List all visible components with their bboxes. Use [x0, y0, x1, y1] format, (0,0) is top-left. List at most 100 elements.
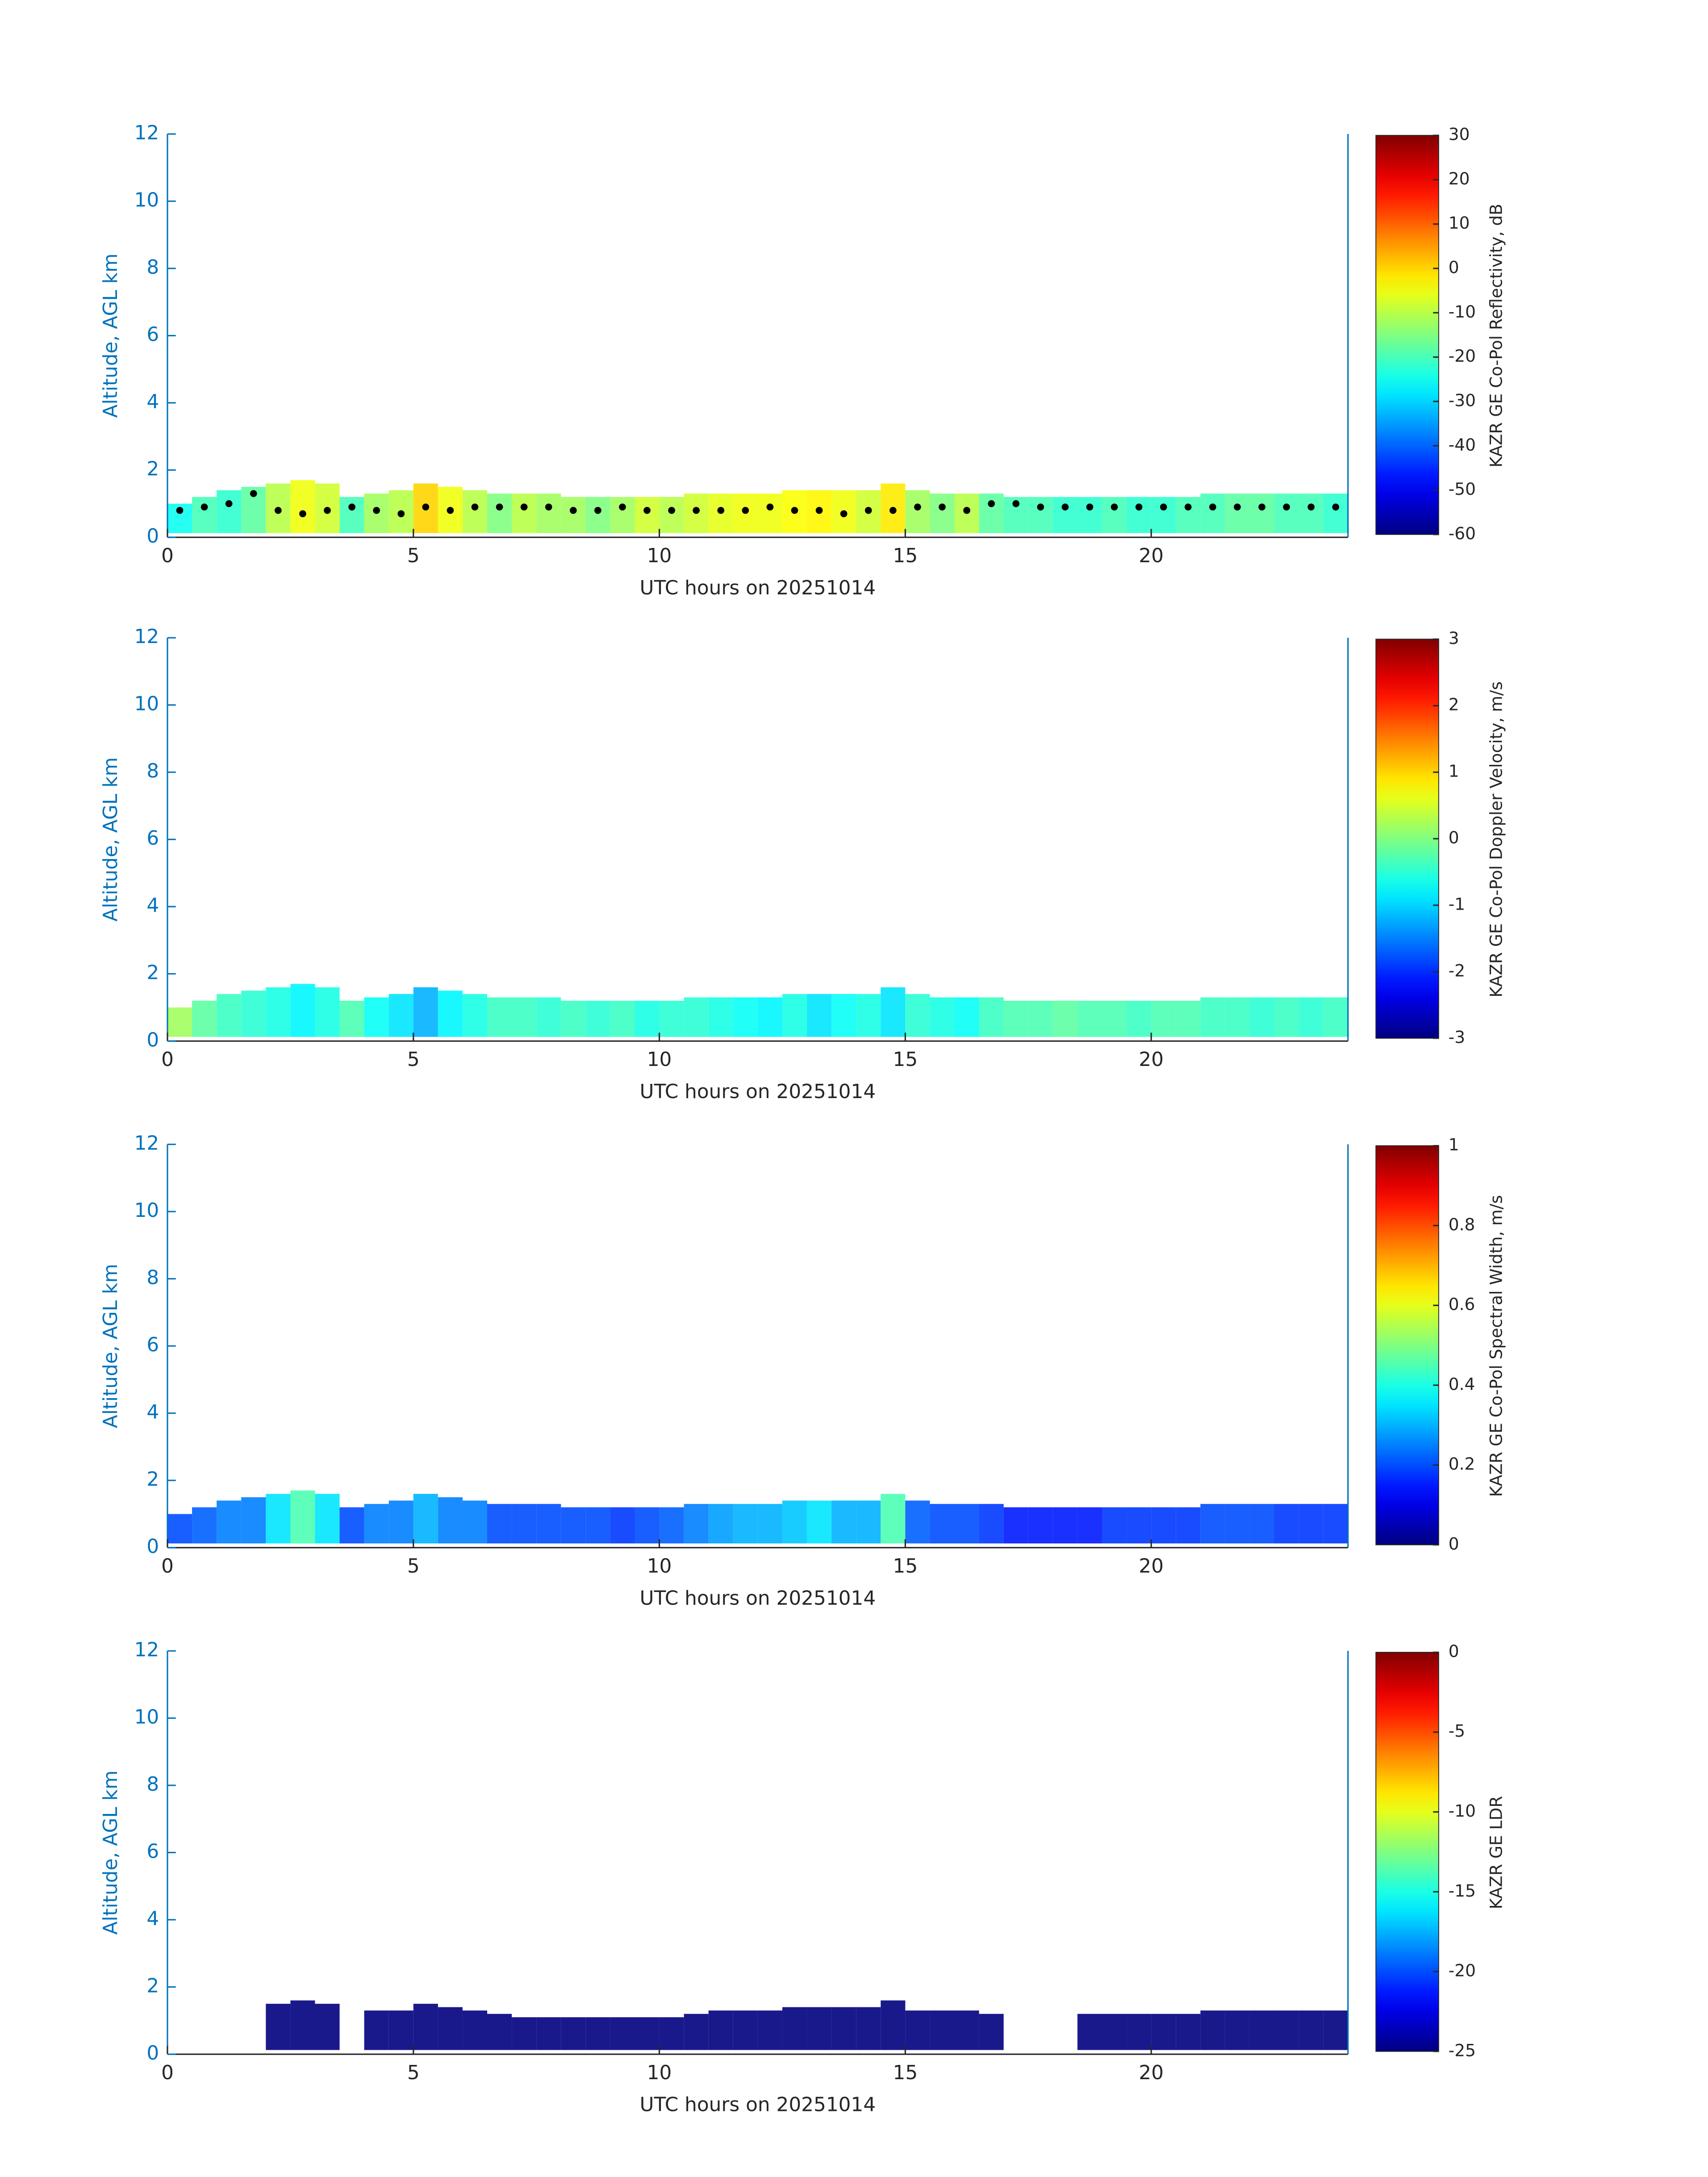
echo-column	[561, 497, 586, 533]
echo-column	[757, 1504, 782, 1544]
echo-column	[561, 2017, 586, 2050]
y-tick-label: 4	[146, 894, 159, 917]
colorbar-tick-label: -10	[1449, 1801, 1476, 1821]
echo-column	[782, 2007, 807, 2050]
colorbar-tick-label: -1	[1449, 894, 1465, 914]
echo-column	[1176, 497, 1201, 533]
y-tick-label: 10	[134, 1705, 159, 1728]
echo-column	[1299, 2010, 1324, 2050]
echo-column	[1274, 997, 1299, 1037]
echo-column	[881, 2000, 906, 2050]
echo-column	[1176, 1000, 1201, 1037]
echo-column	[659, 497, 684, 533]
echo-column	[192, 1507, 217, 1544]
echo-column	[881, 1494, 906, 1544]
echo-column	[1176, 2014, 1201, 2050]
echo-column	[905, 490, 930, 533]
overlay-point	[200, 503, 208, 511]
overlay-point	[447, 507, 454, 514]
y-axis-label: Altitude, AGL km	[99, 1264, 122, 1428]
echo-column	[635, 1000, 660, 1037]
echo-column	[782, 1500, 807, 1544]
echo-column	[807, 994, 832, 1037]
echo-column	[413, 987, 438, 1037]
y-tick-label: 12	[134, 1132, 159, 1155]
overlay-point	[520, 503, 528, 511]
echo-column	[339, 1507, 364, 1544]
overlay-point	[791, 507, 798, 514]
colorbar-tick-label: -15	[1449, 1881, 1476, 1901]
echo-column	[1200, 997, 1225, 1037]
echo-column	[954, 997, 979, 1037]
echo-column	[1299, 493, 1324, 533]
echo-column	[684, 1504, 709, 1544]
overlay-point	[496, 503, 503, 511]
colorbar-tick-label: -40	[1449, 435, 1476, 455]
echo-column	[438, 2007, 463, 2050]
overlay-point	[939, 503, 946, 511]
echo-column	[266, 1494, 291, 1544]
echo-column	[536, 2017, 561, 2050]
echo-column	[266, 987, 291, 1037]
colorbar-tick-label: -5	[1449, 1721, 1465, 1741]
colorbar-tick-label: 0	[1449, 258, 1459, 277]
y-tick-label: 10	[134, 1199, 159, 1222]
echo-column	[1323, 997, 1348, 1037]
echo-column	[856, 1500, 881, 1544]
echo-column	[1151, 497, 1176, 533]
echo-column	[167, 1007, 192, 1037]
echo-column	[1127, 497, 1152, 533]
colorbar	[1375, 639, 1439, 1039]
x-tick-label: 15	[893, 2061, 918, 2084]
echo-column	[708, 1504, 733, 1544]
echo-column	[930, 2010, 955, 2050]
x-tick-label: 0	[161, 1554, 174, 1577]
echo-column	[757, 493, 782, 533]
colorbar-tick-label: 2	[1449, 695, 1459, 715]
colorbar-tick-label: -60	[1449, 523, 1476, 543]
colorbar-tick-label: -30	[1449, 390, 1476, 410]
y-tick-label: 6	[146, 827, 159, 850]
echo-column	[979, 997, 1004, 1037]
echo-column	[1077, 2014, 1102, 2050]
echo-column	[1102, 1000, 1127, 1037]
overlay-point	[717, 507, 725, 514]
echo-column	[635, 2017, 660, 2050]
y-tick-label: 12	[134, 625, 159, 648]
colorbar-tick-label: 0.2	[1449, 1454, 1475, 1474]
colorbar	[1375, 135, 1439, 535]
x-tick-label: 20	[1139, 1554, 1164, 1577]
overlay-point	[815, 507, 823, 514]
colorbar-tick-label: 0	[1449, 1642, 1459, 1661]
colorbar-tick-label: 3	[1449, 628, 1459, 648]
echo-column	[708, 2010, 733, 2050]
x-tick-label: 20	[1139, 544, 1164, 567]
echo-column	[905, 2010, 930, 2050]
x-tick-label: 15	[893, 1048, 918, 1071]
echo-column	[266, 2004, 291, 2050]
overlay-point	[1012, 500, 1020, 507]
echo-column	[930, 997, 955, 1037]
x-tick-label: 20	[1139, 2061, 1164, 2084]
y-tick-label: 0	[146, 1535, 159, 1558]
echo-column	[290, 1490, 315, 1544]
echo-column	[659, 2017, 684, 2050]
y-tick-label: 2	[146, 458, 159, 481]
echo-column	[512, 997, 537, 1037]
echo-column	[881, 987, 906, 1037]
echo-column	[610, 1000, 635, 1037]
echo-column	[585, 1000, 610, 1037]
colorbar-tick-label: -10	[1449, 302, 1476, 322]
x-tick-label: 5	[407, 1554, 420, 1577]
colorbar-label: KAZR GE Co-Pol Reflectivity, dB	[1487, 204, 1506, 468]
y-tick-label: 2	[146, 961, 159, 984]
echo-column	[905, 1500, 930, 1544]
echo-column	[782, 994, 807, 1037]
y-tick-label: 2	[146, 1468, 159, 1491]
echo-column	[831, 1500, 856, 1544]
overlay-point	[1184, 503, 1192, 511]
echo-column	[512, 1504, 537, 1544]
echo-column	[1274, 493, 1299, 533]
echo-column	[905, 994, 930, 1037]
